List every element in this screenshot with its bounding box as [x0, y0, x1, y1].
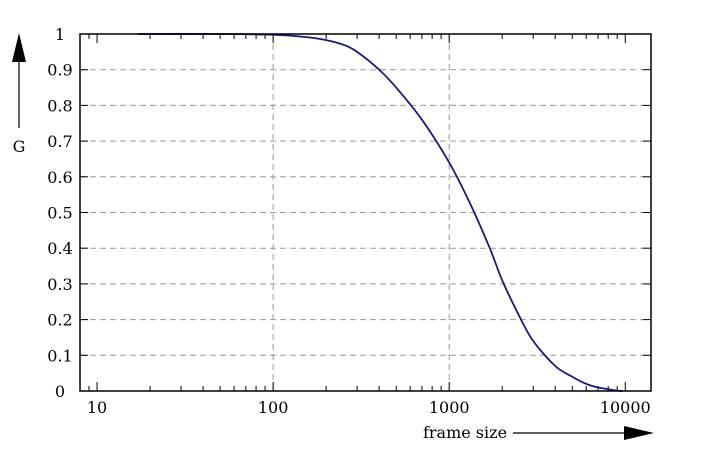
axis-ticks [79, 33, 651, 392]
x-axis-label: frame size [423, 423, 507, 442]
y-tick-label: 0.9 [47, 61, 72, 80]
y-tick-label: 0.4 [47, 239, 72, 258]
grid-lines [80, 34, 651, 391]
y-tick-label: 1 [55, 25, 65, 44]
series-line [137, 33, 623, 392]
tick-labels: 0 0.1 0.2 0.3 0.4 0.5 0.6 0.7 0.8 0.9 1 10 100 1000 10… [47, 25, 650, 417]
y-axis-label: G [13, 137, 26, 156]
y-tick-label: 0.1 [47, 346, 72, 365]
y-tick-label: 0.3 [47, 275, 72, 294]
y-tick-label: 0.5 [47, 204, 72, 223]
series-layer [137, 33, 623, 392]
y-arrow-head [12, 33, 26, 62]
y-tick-label: 0 [55, 382, 65, 401]
x-tick-label: 10000 [600, 398, 651, 417]
x-arrow-head [624, 426, 654, 440]
plot-frame [79, 33, 652, 392]
y-tick-label: 0.6 [47, 168, 72, 187]
x-tick-label: 100 [258, 398, 289, 417]
x-tick-label: 1000 [429, 398, 470, 417]
y-tick-label: 0.2 [47, 311, 72, 330]
y-tick-label: 0.8 [47, 96, 72, 115]
y-tick-label: 0.7 [47, 132, 72, 151]
x-tick-label: 10 [87, 398, 107, 417]
